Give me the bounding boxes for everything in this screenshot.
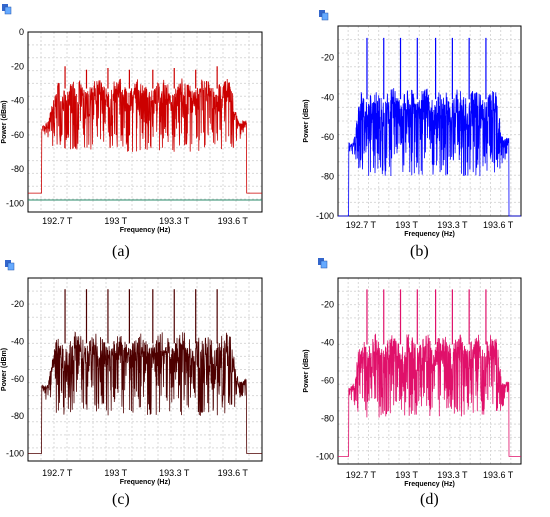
y-tick-label: -100 <box>6 449 24 459</box>
y-tick-label: -80 <box>321 171 334 181</box>
app-icon <box>319 10 329 21</box>
y-tick-label: -100 <box>316 211 334 221</box>
x-axis-label: Frequency (Hz) <box>404 481 455 488</box>
x-tick-label: 193.6 T <box>483 470 514 480</box>
x-tick-label: 192.7 T <box>346 220 377 230</box>
x-tick-label: 192.7 T <box>42 216 73 226</box>
panel-caption-a: (a) <box>112 243 130 260</box>
y-axis-label: Power (dBm) <box>303 349 310 392</box>
x-tick-label: 193.3 T <box>159 468 190 478</box>
plot-frame <box>337 25 522 217</box>
app-icon <box>5 260 15 271</box>
x-tick-label: 193.6 T <box>218 468 249 478</box>
spectrum-chart-b: -20 -40 -60 -80 -100 192.7 T 193 T 193.3 T 193.6… <box>303 10 522 238</box>
spectrum-panel-c: -20 -40 -60 -80 -100 192.7 T 193 T 193.3 T 193.6… <box>0 258 275 517</box>
x-tick-label: 193.3 T <box>437 220 468 230</box>
plot-frame <box>27 31 263 213</box>
y-tick-label: -40 <box>11 96 24 106</box>
x-tick-label: 193.6 T <box>483 220 514 230</box>
y-tick-label: -100 <box>316 451 334 461</box>
spectrum-panel-a: 0 -20 -40 -60 -80 -100 192.7 T 193 T 193.3 T 193.… <box>0 0 275 260</box>
y-tick-label: -40 <box>321 92 334 102</box>
x-tick-label: 193.6 T <box>218 216 249 226</box>
y-tick-label: -20 <box>321 53 334 63</box>
plot-frame <box>337 277 522 465</box>
y-tick-label: -60 <box>321 132 334 142</box>
spectrum-chart-d: -20 -40 -60 -80 -100 192.7 T 193 T 193.3 T 193.6… <box>303 258 522 488</box>
x-axis-label: Frequency (Hz) <box>404 231 455 238</box>
x-tick-label: 193 T <box>104 468 127 478</box>
y-tick-label: -80 <box>11 164 24 174</box>
panel-caption-b: (b) <box>410 243 429 260</box>
y-tick-label: -60 <box>11 130 24 140</box>
y-tick-label: -20 <box>321 300 334 310</box>
x-tick-label: 193.3 T <box>159 216 190 226</box>
panel-caption-c: (c) <box>112 491 130 508</box>
x-tick-label: 193 T <box>104 216 127 226</box>
y-tick-label: 0 <box>19 27 24 37</box>
y-axis-label: Power (dBm) <box>303 99 310 142</box>
app-icon <box>318 258 328 269</box>
y-tick-label: -60 <box>321 375 334 385</box>
x-axis-label: Frequency (Hz) <box>120 479 171 486</box>
x-axis-label: Frequency (Hz) <box>120 227 171 234</box>
x-tick-label: 193.3 T <box>437 470 468 480</box>
spectrum-chart-c: -20 -40 -60 -80 -100 192.7 T 193 T 193.3 T 193.6… <box>1 260 263 486</box>
x-tick-label: 193 T <box>395 220 418 230</box>
x-tick-label: 192.7 T <box>346 470 377 480</box>
y-tick-label: -40 <box>321 338 334 348</box>
y-tick-label: -100 <box>6 198 24 208</box>
app-icon <box>2 4 12 15</box>
y-tick-label: -80 <box>11 411 24 421</box>
x-tick-label: 193 T <box>395 470 418 480</box>
x-tick-label: 192.7 T <box>42 468 73 478</box>
spectrum-trace <box>338 88 521 217</box>
y-axis-label: Power (dBm) <box>1 348 8 391</box>
spectrum-trace <box>28 331 262 454</box>
y-tick-label: -40 <box>11 336 24 346</box>
y-tick-label: -80 <box>321 413 334 423</box>
spectrum-trace <box>28 78 262 194</box>
y-tick-label: -60 <box>11 374 24 384</box>
spectrum-panel-d: -20 -40 -60 -80 -100 192.7 T 193 T 193.3 T 193.6… <box>275 258 550 517</box>
panel-caption-d: (d) <box>420 491 439 508</box>
plot-frame <box>27 277 263 462</box>
spectrum-panel-b: -20 -40 -60 -80 -100 192.7 T 193 T 193.3 T 193.6… <box>275 0 550 260</box>
y-axis-label: Power (dBm) <box>1 100 8 143</box>
spectrum-trace <box>338 333 521 457</box>
y-tick-label: -20 <box>11 299 24 309</box>
y-tick-label: -20 <box>11 61 24 71</box>
spectrum-chart-a: 0 -20 -40 -60 -80 -100 192.7 T 193 T 193.3 T 193.… <box>1 4 263 234</box>
